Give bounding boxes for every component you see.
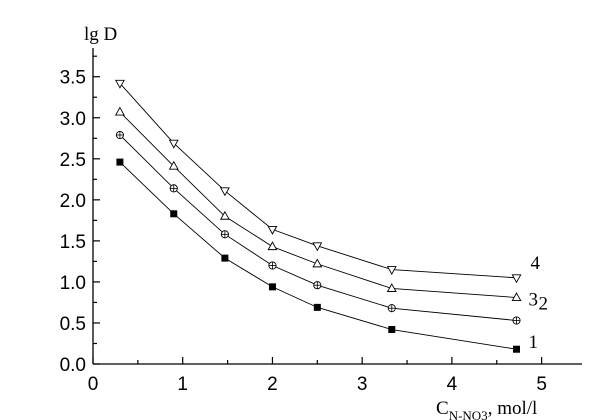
series-3-point-5 xyxy=(386,283,397,292)
axes xyxy=(92,48,582,365)
series-1-point-1 xyxy=(170,210,178,218)
series-4: 4 xyxy=(114,79,541,284)
series-1-point-5 xyxy=(388,326,396,334)
series-group: 123 4 xyxy=(114,79,549,353)
series-3-point-4 xyxy=(312,258,323,268)
series-1-point-0 xyxy=(116,158,124,166)
series-1-point-6 xyxy=(513,345,521,353)
series-1-point-3 xyxy=(268,283,276,291)
series-2-point-4 xyxy=(313,281,322,290)
series-2-point-1 xyxy=(169,184,178,193)
x-tick-label-0: 0 xyxy=(88,374,99,395)
x-axis-title-main: C xyxy=(436,398,449,419)
x-tick-label-5: 5 xyxy=(536,374,547,395)
series-1-point-4 xyxy=(313,303,321,311)
series-3-point-2 xyxy=(219,210,230,220)
series-4-point-4 xyxy=(312,242,323,252)
series-4-point-3 xyxy=(267,225,278,235)
series-1: 1 xyxy=(116,158,539,353)
series-2-point-3 xyxy=(268,261,277,270)
x-axis-title-unit: , mol/l xyxy=(488,398,538,419)
x-axis-title-subscript: N-NO3 xyxy=(449,408,488,420)
x-tick-label-2: 2 xyxy=(267,374,278,395)
series-2-point-0 xyxy=(115,130,124,140)
series-2-label: 2 xyxy=(539,293,549,314)
series-3-line xyxy=(119,111,517,298)
y-tick-label-6: 3.0 xyxy=(60,109,86,130)
series-4-point-5 xyxy=(386,266,397,276)
x-tick-label-4: 4 xyxy=(447,374,458,395)
x-tick-label-3: 3 xyxy=(357,374,368,395)
y-tick-label-1: 0.5 xyxy=(60,314,86,335)
series-4-point-0 xyxy=(114,79,125,89)
series-1-point-2 xyxy=(221,254,229,262)
y-tick-label-2: 1.0 xyxy=(60,273,86,294)
x-axis-title: CN-NO3, mol/l xyxy=(436,398,537,420)
series-3-point-1 xyxy=(168,160,179,170)
y-ticks: 0.0 0.5 1.0 1.5 2.0 2.5 3.0 3.5 xyxy=(60,55,100,376)
series-4-point-2 xyxy=(219,187,230,197)
series-4-point-6 xyxy=(511,274,522,284)
series-3-label: 3 xyxy=(529,290,539,311)
y-tick-label-7: 3.5 xyxy=(60,68,86,89)
series-4-label: 4 xyxy=(531,253,541,274)
series-3-point-3 xyxy=(267,241,278,251)
series-1-label: 1 xyxy=(529,332,539,353)
series-3-point-0 xyxy=(114,106,125,116)
x-ticks: 0 1 2 3 4 5 xyxy=(88,357,547,395)
y-tick-label-3: 1.5 xyxy=(60,232,86,253)
series-2-point-6 xyxy=(512,316,521,325)
y-axis-title: lg D xyxy=(84,24,117,45)
series-3: 3 xyxy=(114,106,539,311)
y-tick-label-4: 2.0 xyxy=(60,191,86,212)
series-4-point-1 xyxy=(168,139,179,149)
series-2-point-5 xyxy=(387,304,396,313)
series-2: 2 xyxy=(115,130,549,325)
series-2-point-2 xyxy=(220,230,229,239)
y-tick-label-0: 0.0 xyxy=(60,355,86,376)
y-tick-label-5: 2.5 xyxy=(60,150,86,171)
x-tick-label-1: 1 xyxy=(177,374,188,395)
series-1-line xyxy=(119,161,517,350)
series-3-point-6 xyxy=(511,292,522,301)
series-2-line xyxy=(119,134,517,321)
